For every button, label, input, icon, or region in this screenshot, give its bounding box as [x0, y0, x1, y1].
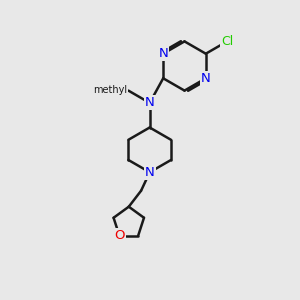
Text: O: O: [114, 229, 124, 242]
Text: methyl: methyl: [93, 85, 127, 95]
Text: N: N: [158, 47, 168, 60]
Text: Cl: Cl: [221, 35, 233, 48]
Text: N: N: [201, 72, 211, 85]
Text: N: N: [145, 166, 154, 179]
Text: N: N: [145, 96, 154, 110]
